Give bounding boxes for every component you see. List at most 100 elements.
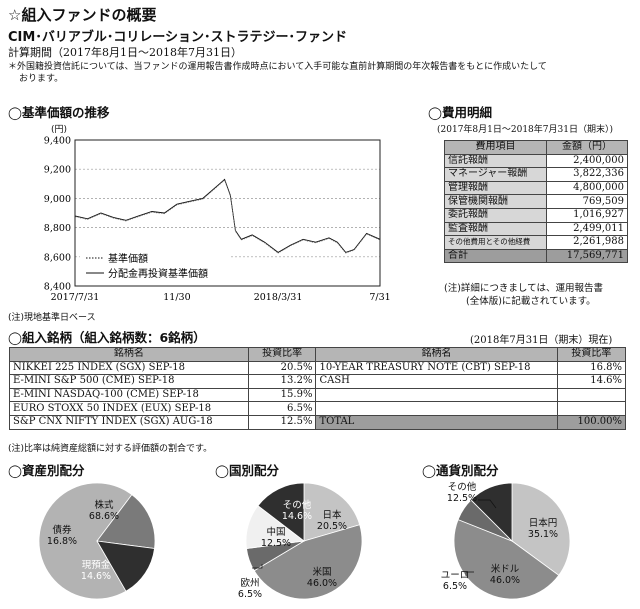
pie-slice-value: 68.6%	[89, 511, 119, 522]
y-tick-label: 9,200	[44, 165, 71, 176]
holding-name: S&P CNX NIFTY INDEX (SGX) AUG-18	[9, 414, 249, 430]
fees-total-amount: 17,569,771	[546, 248, 628, 264]
pie-slice	[38, 482, 133, 600]
fee-item: 委託報酬	[444, 207, 547, 223]
fees-table: 費用項目 金額（円） 信託報酬 2,400,000 マネージャー報酬 3,822,336…	[444, 140, 628, 264]
pie-asset-heading: ◯資産別配分	[8, 463, 85, 478]
holding-row: NIKKEI 225 INDEX (SGX) SEP-18 20.5% 10-YEA…	[9, 360, 627, 376]
pie-slice-label: 米ドル	[491, 563, 520, 575]
pie-slice-value: 46.0%	[307, 578, 337, 589]
fees-note-1: (注)詳細につきましては、運用報告書	[444, 283, 603, 294]
nav-unit: (円)	[51, 125, 68, 135]
holding-row: EURO STOXX 50 INDEX (EUX) SEP-18 6.5%	[9, 401, 627, 416]
fee-amount: 769,509	[546, 194, 628, 209]
holding-name: E-MINI S&P 500 (CME) SEP-18	[9, 374, 249, 389]
pie-slice-value: 16.8%	[47, 536, 77, 547]
holding-name: E-MINI NASDAQ-100 (CME) SEP-18	[9, 387, 249, 403]
leader-line	[478, 499, 497, 509]
nav-chart-heading: ◯基準価額の推移	[8, 105, 110, 120]
pie-slice-value: 6.5%	[238, 589, 262, 600]
pie-slice-value: 12.5%	[447, 493, 477, 504]
holdings-col-ratio-left: 投資比率	[247, 347, 317, 362]
fee-row: 管理報酬 4,800,000	[444, 180, 628, 196]
pie-slice-label: 日本円	[529, 517, 558, 529]
leader-line	[252, 564, 263, 569]
pie-slice-label: 欧州	[240, 577, 259, 589]
holdings-total-label: TOTAL	[315, 414, 558, 430]
pie-country-heading: ◯国別配分	[215, 463, 279, 478]
pie-slice-value: 14.6%	[282, 511, 312, 522]
section-title: ☆組入ファンドの概要	[8, 6, 157, 24]
nav-footnote: (注)現地基準日ベース	[8, 313, 96, 323]
header-note-cont: おります。	[19, 74, 64, 84]
holding-row: E-MINI S&P 500 (CME) SEP-18 13.2% CASH 14.6…	[9, 374, 627, 389]
pie-currency-heading: ◯通貨別配分	[422, 463, 499, 478]
holding-row: E-MINI NASDAQ-100 (CME) SEP-18 15.9%	[9, 387, 627, 403]
pie-slice	[453, 519, 560, 600]
fee-amount: 2,499,011	[546, 221, 628, 237]
pie-slice-label: その他	[283, 499, 312, 511]
x-tick-label: 7/31	[369, 292, 390, 303]
pie-slice-value: 20.5%	[317, 521, 347, 532]
holdings-date: (2018年7月31日（期末）現在)	[470, 335, 613, 346]
pie-slice-label: 現預金	[82, 559, 111, 571]
fee-amount: 2,400,000	[546, 153, 628, 169]
pie-slice-label: 債券	[52, 524, 72, 536]
fee-amount: 4,800,000	[546, 180, 628, 196]
holdings-table: 銘柄名 投資比率 銘柄名 投資比率 NIKKEI 225 INDEX (SGX)…	[9, 347, 627, 430]
fee-row: その他費用とその他経費 2,261,988	[444, 235, 628, 250]
pie-slice-label: 中国	[266, 526, 285, 538]
holding-ratio	[556, 387, 627, 403]
fee-item: 監査報酬	[444, 221, 547, 237]
fee-amount: 1,016,927	[546, 207, 628, 223]
pie-slice-value: 12.5%	[261, 538, 291, 549]
fees-total-label: 合計	[444, 248, 547, 264]
fee-row: 保管機関報酬 769,509	[444, 194, 628, 209]
pie-slice	[303, 482, 361, 542]
x-tick-label: 2018/3/31	[254, 292, 303, 303]
holding-name	[315, 387, 558, 403]
holding-name	[315, 401, 558, 416]
holding-name: 10-YEAR TREASURY NOTE (CBT) SEP-18	[315, 360, 558, 376]
pie-slice-value: 46.0%	[490, 575, 520, 586]
fee-amount: 3,822,336	[546, 167, 628, 182]
pie-slice	[511, 482, 571, 576]
holdings-note: (注)比率は純資産総額に対する評価額の割合です。	[8, 444, 213, 454]
nav-plot-frame	[74, 139, 381, 287]
holding-ratio: 6.5%	[247, 401, 317, 416]
holdings-heading: ◯組入銘柄（組入銘柄数：6銘柄）	[8, 330, 206, 345]
pie-slice-label: 日本	[322, 509, 342, 521]
nav-series-base	[74, 179, 381, 254]
holdings-col-name-left: 銘柄名	[9, 347, 249, 362]
holding-ratio: 20.5%	[247, 360, 317, 376]
pie-slice-value: 35.1%	[528, 529, 558, 540]
calc-period: 計算期間（2017年8月1日～2018年7月31日）	[8, 46, 242, 59]
pie-slice	[257, 482, 305, 542]
fee-row: 委託報酬 1,016,927	[444, 207, 628, 223]
fee-item: 管理報酬	[444, 180, 547, 196]
x-tick-label: 11/30	[163, 292, 190, 303]
pie-slice-label: ユーロ	[441, 570, 470, 581]
holding-name: CASH	[315, 374, 558, 389]
pie-slice	[96, 540, 155, 592]
fees-note-2: (全体版)に記載されています。	[466, 296, 596, 307]
holding-name: NIKKEI 225 INDEX (SGX) SEP-18	[9, 360, 249, 376]
holding-ratio: 15.9%	[247, 387, 317, 403]
y-tick-label: 9,000	[44, 194, 71, 205]
holding-ratio	[556, 401, 627, 416]
fees-period: (2017年8月1日～2018年7月31日（期末）)	[437, 125, 613, 135]
pie-slice	[253, 524, 363, 600]
pie-slice	[470, 482, 513, 542]
holding-name: EURO STOXX 50 INDEX (EUX) SEP-18	[9, 401, 249, 416]
holding-row: S&P CNX NIFTY INDEX (SGX) AUG-18 12.5% TOT…	[9, 414, 627, 430]
fee-row: マネージャー報酬 3,822,336	[444, 167, 628, 182]
y-tick-label: 8,800	[44, 223, 71, 234]
holding-ratio: 16.8%	[556, 360, 627, 376]
y-tick-label: 8,600	[44, 252, 71, 263]
nav-series-adjusted	[74, 178, 381, 253]
holding-ratio: 14.6%	[556, 374, 627, 389]
